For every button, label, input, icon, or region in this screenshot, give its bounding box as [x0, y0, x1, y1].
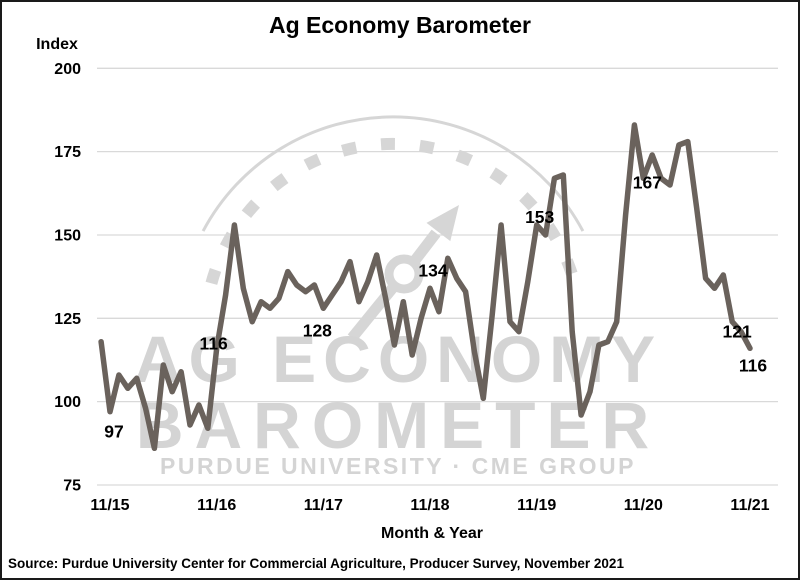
y-axis-title: Index — [36, 36, 78, 53]
y-tick-label: 200 — [54, 61, 81, 78]
y-axis-tick-labels: 200 175 150 125 100 75 — [54, 61, 81, 495]
y-tick-label: 100 — [54, 394, 81, 411]
x-axis-tick-labels: 11/15 11/16 11/17 11/18 11/19 11/20 11/21 — [90, 497, 769, 514]
y-tick-label: 125 — [54, 311, 81, 328]
source-note: Source: Purdue University Center for Com… — [8, 556, 624, 571]
gauge-ring-icon — [384, 254, 424, 294]
x-tick-label: 11/21 — [730, 497, 769, 514]
y-tick-label: 175 — [54, 144, 81, 161]
x-tick-label: 11/19 — [517, 497, 556, 514]
y-tick-label: 75 — [63, 478, 81, 495]
watermark-line2: BAROMETER — [136, 388, 660, 462]
x-tick-label: 11/17 — [304, 497, 343, 514]
data-point-label: 116 — [200, 333, 228, 353]
data-point-labels: 97 116 128 134 153 167 121 116 — [104, 172, 767, 441]
data-point-label: 121 — [723, 322, 752, 342]
arrow-shaft-upper — [408, 229, 441, 267]
barometer-line-series — [98, 122, 753, 452]
x-axis-title: Month & Year — [381, 525, 483, 542]
watermark-line3: PURDUE UNIVERSITY · CME GROUP — [160, 453, 636, 479]
trend-arrow-icon — [347, 205, 459, 342]
x-tick-label: 11/16 — [197, 497, 236, 514]
arrow-head — [426, 205, 459, 242]
data-point-label: 116 — [739, 355, 767, 375]
data-point-label: 167 — [633, 172, 662, 192]
chart-title: Ag Economy Barometer — [269, 12, 531, 38]
data-point-label: 97 — [104, 422, 123, 442]
gauge-tick-marks-icon — [205, 137, 581, 285]
x-tick-label: 11/18 — [410, 497, 449, 514]
y-tick-label: 150 — [54, 227, 81, 244]
x-tick-label: 11/20 — [624, 497, 663, 514]
data-point-label: 128 — [303, 320, 332, 340]
gauge-outer-arc-icon — [201, 115, 585, 232]
data-point-label: 134 — [418, 260, 447, 280]
data-point-label: 153 — [525, 207, 554, 227]
x-tick-label: 11/15 — [90, 497, 129, 514]
watermark: AG ECONOMY BAROMETER PURDUE UNIVERSITY ·… — [134, 115, 660, 479]
